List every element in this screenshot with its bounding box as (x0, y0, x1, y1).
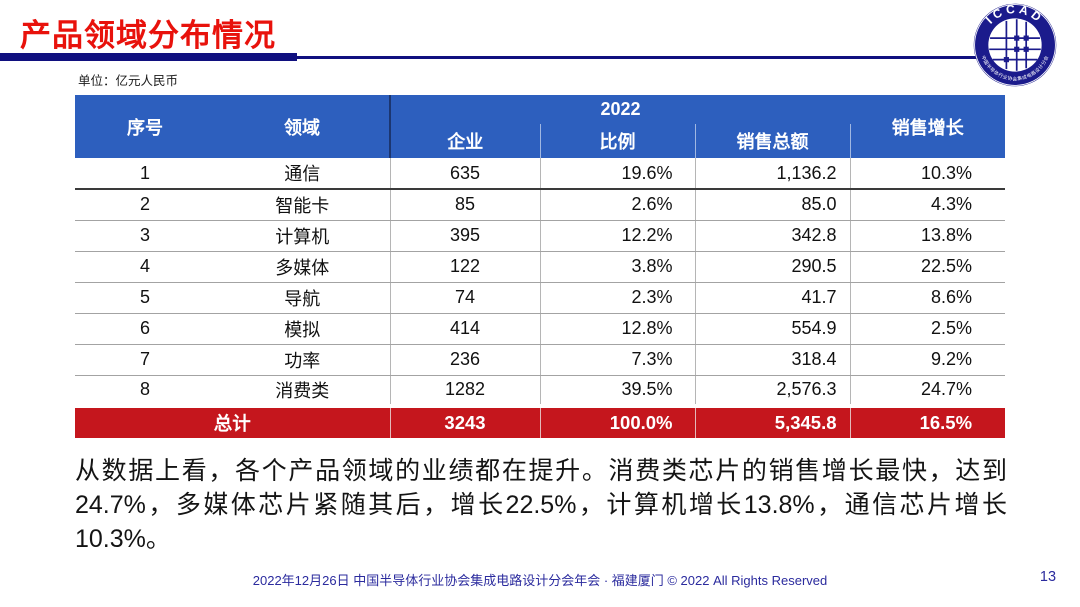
header-sales-growth: 销售增长 (850, 95, 1006, 158)
cell-sales-growth: 9.2% (849, 344, 1006, 376)
table-row: 2 智能卡 85 2.6% 85.0 4.3% (75, 189, 1006, 221)
header-companies: 企业 (390, 124, 541, 158)
page-number: 13 (1039, 569, 1057, 585)
cell-sales-growth: 22.5% (849, 251, 1006, 283)
total-companies: 3243 (389, 404, 540, 438)
cell-sales-growth: 2.5% (849, 313, 1006, 345)
cell-ratio: 2.6% (539, 189, 695, 221)
summary-line: 24.7%，多媒体芯片紧随其后，增长22.5%，计算机增长13.8%，通信芯片增… (75, 491, 1007, 519)
title-underline-thick (0, 53, 297, 61)
cell-domain: 模拟 (215, 313, 390, 345)
title-underline-thin (297, 56, 1047, 59)
cell-ratio: 7.3% (539, 344, 695, 376)
cell-domain: 多媒体 (215, 251, 390, 283)
header-domain: 领域 (215, 95, 391, 158)
cell-companies: 1282 (389, 375, 540, 407)
unit-label: 单位：亿元人民币 (78, 74, 179, 88)
cell-sales-total: 290.5 (694, 251, 851, 283)
cell-companies: 395 (389, 220, 540, 252)
cell-companies: 85 (389, 189, 540, 221)
table-total-row: 总计 3243 100.0% 5,345.8 16.5% (75, 404, 1006, 438)
cell-sales-total: 2,576.3 (694, 375, 851, 407)
cell-sales-growth: 13.8% (849, 220, 1006, 252)
cell-ratio: 12.2% (539, 220, 695, 252)
header-year: 2022 (390, 95, 851, 124)
table-row: 4 多媒体 122 3.8% 290.5 22.5% (75, 251, 1006, 283)
table-row: 8 消费类 1282 39.5% 2,576.3 24.7% (75, 375, 1006, 407)
table-body: 1 通信 635 19.6% 1,136.2 10.3% 2 智能卡 85 2.… (75, 158, 1006, 407)
cell-ratio: 2.3% (539, 282, 695, 314)
cell-ratio: 19.6% (539, 158, 695, 190)
header-ratio: 比例 (540, 124, 696, 158)
cell-domain: 功率 (215, 344, 390, 376)
cell-no: 1 (75, 158, 215, 190)
cell-domain: 计算机 (215, 220, 390, 252)
header-sales-total: 销售总额 (695, 124, 851, 158)
cell-domain: 智能卡 (215, 189, 390, 221)
cell-sales-growth: 8.6% (849, 282, 1006, 314)
cell-companies: 74 (389, 282, 540, 314)
cell-sales-growth: 4.3% (849, 189, 1006, 221)
total-label: 总计 (75, 404, 390, 438)
summary-line: 10.3%。 (75, 525, 171, 553)
table-row: 5 导航 74 2.3% 41.7 8.6% (75, 282, 1006, 314)
footer-text: 2022年12月26日 中国半导体行业协会集成电路设计分会年会 · 福建厦门 ©… (252, 573, 828, 588)
cell-sales-total: 41.7 (694, 282, 851, 314)
cell-sales-total: 318.4 (694, 344, 851, 376)
page-title: 产品领域分布情况 (20, 18, 276, 53)
total-ratio: 100.0% (539, 404, 695, 438)
cell-sales-total: 1,136.2 (694, 158, 851, 190)
summary-text: 从数据上看，各个产品领域的业绩都在提升。消费类芯片的销售增长最快，达到 24.7… (75, 454, 1007, 556)
cell-sales-growth: 10.3% (849, 158, 1006, 190)
cell-sales-total: 85.0 (694, 189, 851, 221)
cell-no: 5 (75, 282, 215, 314)
cell-no: 4 (75, 251, 215, 283)
iccad-logo-icon: ICCAD 中国半导体行业协会集成电路设计分会 (973, 2, 1057, 87)
cell-no: 8 (75, 375, 215, 407)
cell-ratio: 3.8% (539, 251, 695, 283)
cell-domain: 通信 (215, 158, 390, 190)
cell-ratio: 39.5% (539, 375, 695, 407)
cell-companies: 122 (389, 251, 540, 283)
cell-no: 6 (75, 313, 215, 345)
summary-line: 从数据上看，各个产品领域的业绩都在提升。消费类芯片的销售增长最快，达到 (75, 457, 1007, 485)
cell-sales-total: 554.9 (694, 313, 851, 345)
cell-sales-growth: 24.7% (849, 375, 1006, 407)
cell-companies: 635 (389, 158, 540, 190)
cell-sales-total: 342.8 (694, 220, 851, 252)
cell-companies: 236 (389, 344, 540, 376)
header-no: 序号 (75, 95, 215, 158)
total-growth: 16.5% (849, 404, 1006, 438)
cell-companies: 414 (389, 313, 540, 345)
table-row: 6 模拟 414 12.8% 554.9 2.5% (75, 313, 1006, 345)
table-row: 3 计算机 395 12.2% 342.8 13.8% (75, 220, 1006, 252)
cell-domain: 消费类 (215, 375, 390, 407)
table-row: 7 功率 236 7.3% 318.4 9.2% (75, 344, 1006, 376)
cell-no: 2 (75, 189, 215, 221)
table-header: 序号 领域 2022 销售增长 企业 比例 销售总额 (75, 95, 1006, 158)
cell-domain: 导航 (215, 282, 390, 314)
cell-ratio: 12.8% (539, 313, 695, 345)
table-row: 1 通信 635 19.6% 1,136.2 10.3% (75, 158, 1006, 190)
cell-no: 3 (75, 220, 215, 252)
total-sales: 5,345.8 (694, 404, 851, 438)
cell-no: 7 (75, 344, 215, 376)
product-domain-table: 序号 领域 2022 销售增长 企业 比例 销售总额 1 通信 635 19.6… (75, 95, 1006, 438)
